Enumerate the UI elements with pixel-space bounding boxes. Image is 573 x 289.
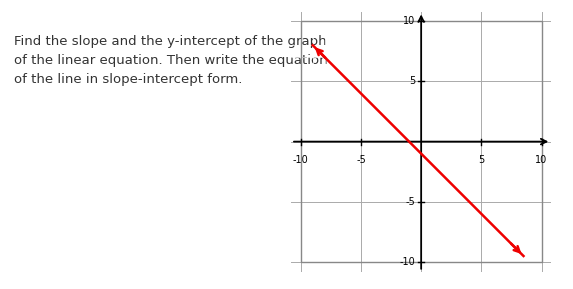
Text: 10: 10 [403,16,415,26]
Text: 10: 10 [535,155,548,165]
Text: -10: -10 [293,155,309,165]
Text: -5: -5 [356,155,366,165]
Text: 5: 5 [478,155,485,165]
Text: -10: -10 [399,257,415,267]
Text: -5: -5 [405,197,415,207]
Text: Find the slope and the y-intercept of the graph
of the linear equation. Then wri: Find the slope and the y-intercept of th… [14,35,328,86]
Text: 5: 5 [409,76,415,86]
